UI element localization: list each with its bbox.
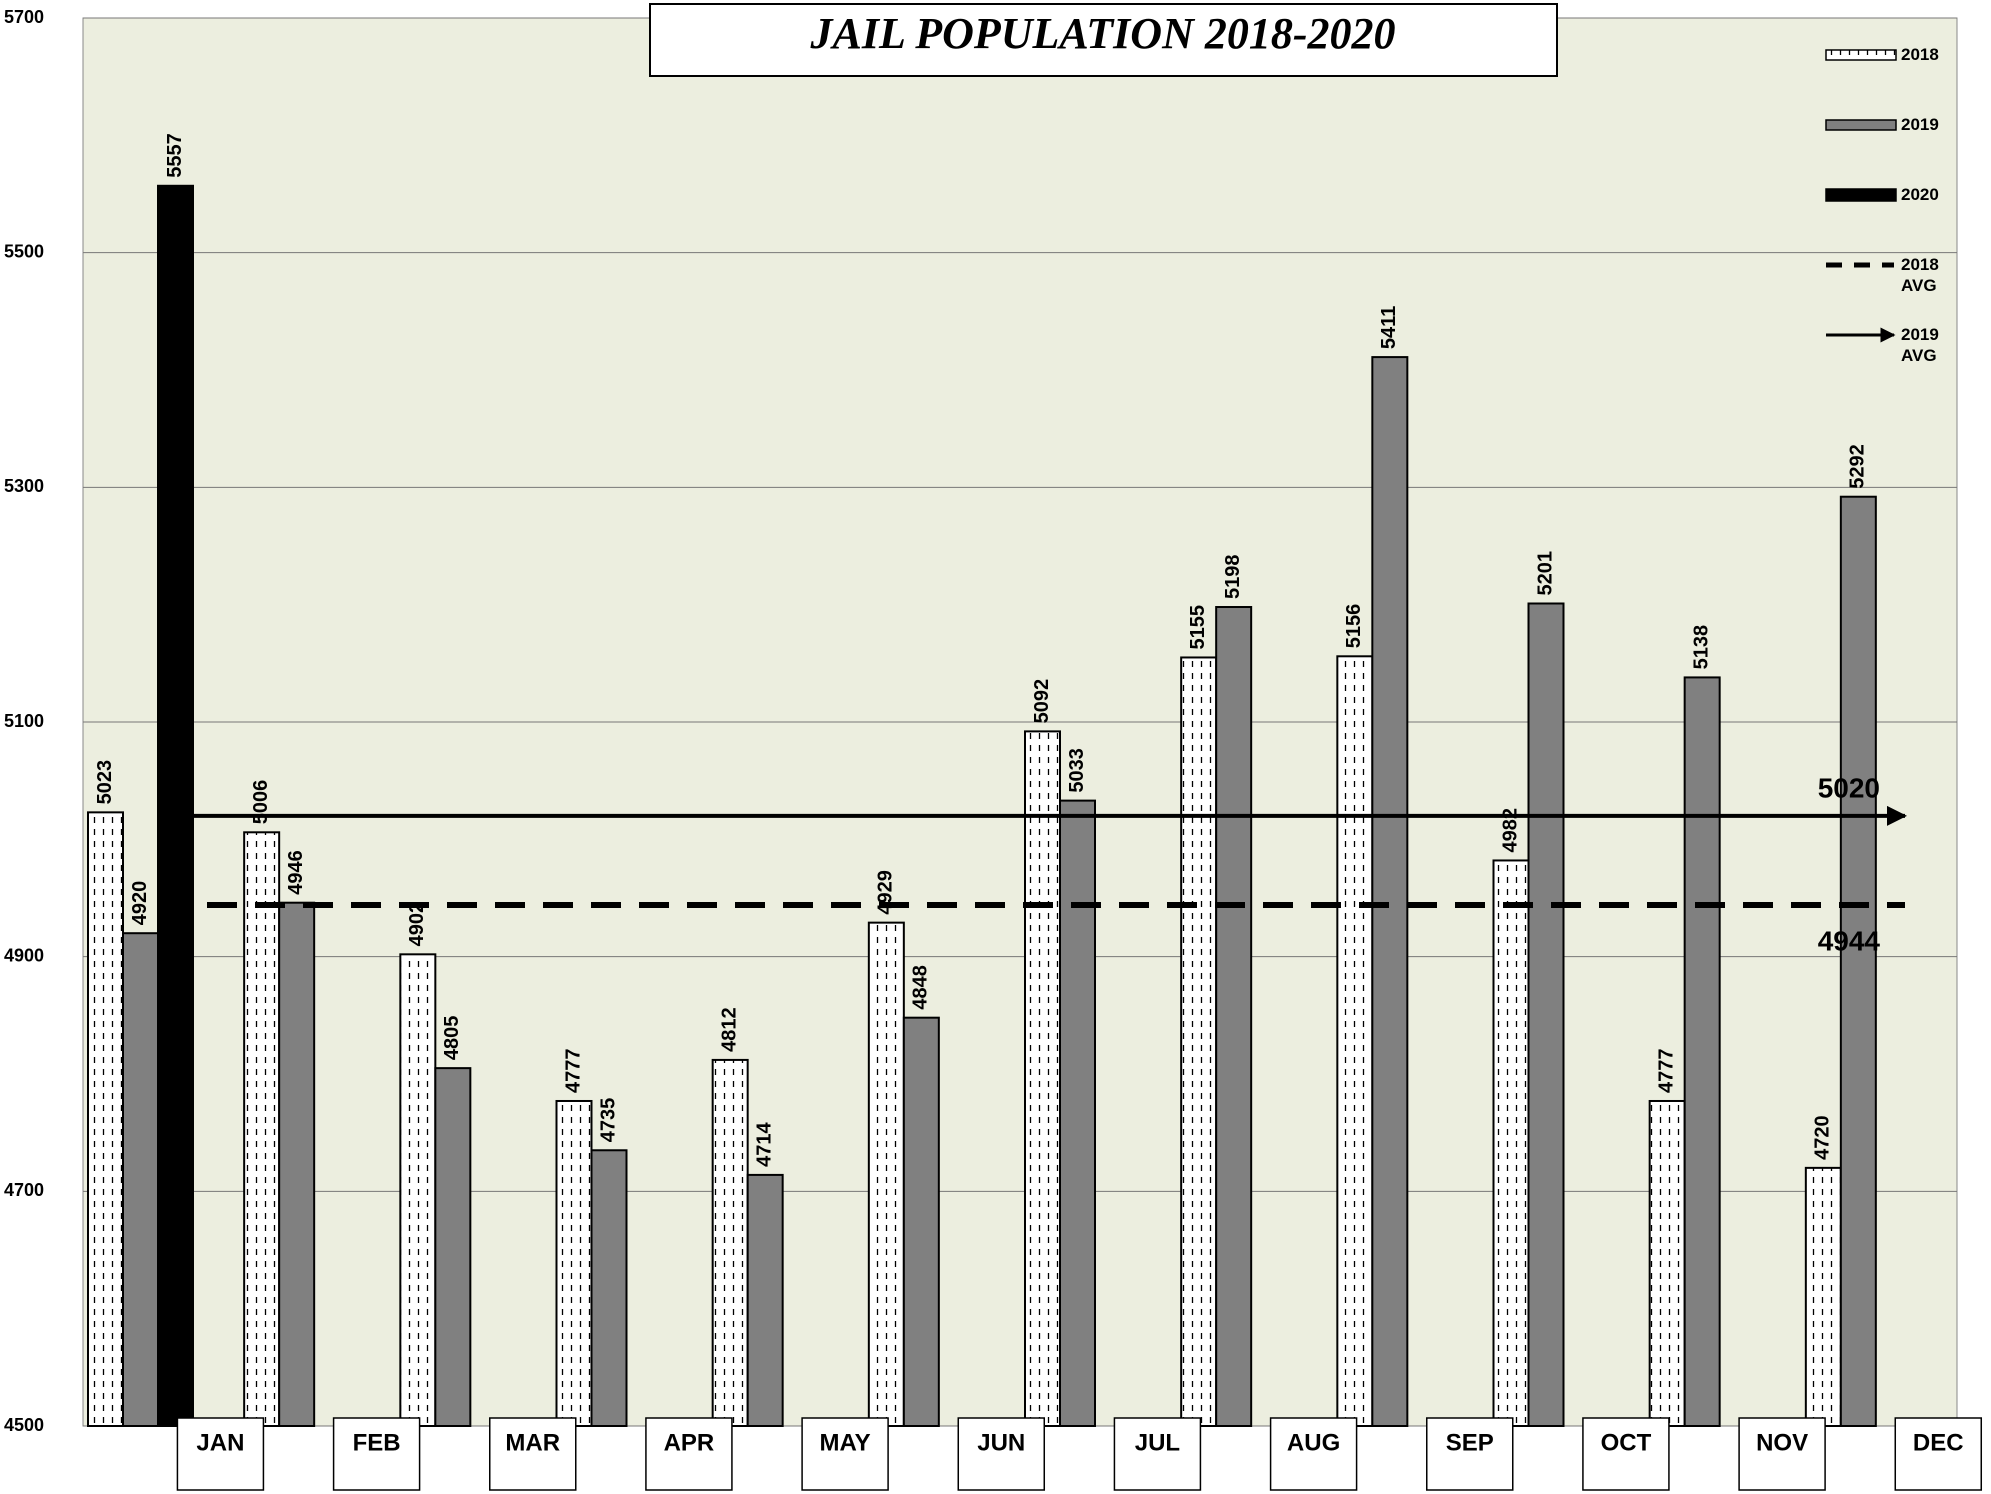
data-label: 4777 <box>562 1048 584 1093</box>
x-tick-label: JUN <box>977 1429 1025 1456</box>
x-tick-label: OCT <box>1601 1429 1652 1456</box>
category-box <box>1269 1417 1358 1491</box>
bar <box>590 1149 628 1428</box>
x-tick-label: SEP <box>1446 1429 1494 1456</box>
category-box <box>1894 1417 1983 1491</box>
data-label: 4946 <box>285 850 307 895</box>
bar <box>867 921 905 1427</box>
y-tick-label: 5500 <box>4 241 44 261</box>
legend-swatch <box>1825 188 1897 202</box>
average-label: 5020 <box>1818 772 1880 803</box>
bar <box>1059 799 1096 1427</box>
bar <box>1371 356 1409 1427</box>
category-box <box>1738 1417 1826 1491</box>
category-box <box>1113 1417 1202 1491</box>
legend-label: 2019 <box>1901 115 1939 134</box>
category-box <box>489 1417 577 1491</box>
y-tick-label: 5100 <box>4 711 44 731</box>
y-tick-label: 5700 <box>4 7 44 27</box>
bar <box>278 901 316 1427</box>
legend-swatch <box>1825 49 1897 61</box>
bar <box>902 1016 940 1427</box>
bar <box>1215 606 1253 1427</box>
bar <box>157 184 194 1428</box>
category-box <box>1426 1417 1514 1491</box>
chart-title: JAIL POPULATION 2018-2020 <box>809 9 1395 58</box>
data-label: 5033 <box>1066 748 1088 793</box>
bar <box>1683 676 1721 1427</box>
data-label: 4720 <box>1812 1115 1834 1160</box>
category-box <box>332 1417 421 1491</box>
bar <box>1839 495 1877 1428</box>
y-tick-label: 4900 <box>4 945 44 965</box>
category-box <box>801 1417 889 1491</box>
data-label: 4805 <box>441 1016 463 1061</box>
data-label: 4848 <box>910 965 932 1010</box>
data-label: 5023 <box>94 760 116 805</box>
data-label: 5292 <box>1847 444 1869 489</box>
data-label: 4735 <box>597 1098 619 1143</box>
data-label: 4902 <box>406 902 428 947</box>
y-tick-label: 5300 <box>4 476 44 496</box>
bar <box>399 953 437 1427</box>
data-label: 4982 <box>1499 808 1521 853</box>
bar <box>1180 656 1218 1427</box>
data-label: 4777 <box>1655 1048 1677 1093</box>
data-label: 5138 <box>1690 625 1712 670</box>
x-tick-label: APR <box>664 1429 715 1456</box>
legend-swatch <box>1825 119 1897 131</box>
bar <box>1804 1166 1842 1428</box>
category-box <box>645 1417 733 1491</box>
bar <box>1336 655 1374 1427</box>
data-label: 4714 <box>753 1122 775 1167</box>
x-tick-label: AUG <box>1287 1429 1340 1456</box>
bar <box>1024 730 1061 1427</box>
x-tick-label: DEC <box>1913 1429 1964 1456</box>
category-box <box>957 1417 1046 1491</box>
bar <box>1492 859 1530 1427</box>
x-tick-label: JAN <box>196 1429 244 1456</box>
bar <box>711 1058 749 1428</box>
bar <box>434 1067 472 1427</box>
data-label: 4920 <box>129 881 151 926</box>
bar <box>1648 1099 1686 1428</box>
bar <box>243 831 281 1427</box>
data-label: 4812 <box>718 1007 740 1052</box>
x-tick-label: FEB <box>353 1429 401 1456</box>
data-label: 5557 <box>164 133 186 178</box>
bar <box>87 811 124 1427</box>
data-label: 5198 <box>1222 555 1244 600</box>
bar <box>1527 602 1565 1427</box>
data-label: 5411 <box>1378 306 1400 349</box>
bar <box>746 1173 784 1427</box>
average-label: 4944 <box>1818 925 1881 956</box>
x-tick-label: MAR <box>505 1429 560 1456</box>
data-label: 5155 <box>1187 605 1209 650</box>
legend-label: 2018 AVG <box>1901 255 1939 295</box>
legend-label: 2019 AVG <box>1901 325 1939 365</box>
data-label: 5092 <box>1031 679 1053 724</box>
legend-label: 2018 <box>1901 45 1939 64</box>
bar <box>122 932 159 1427</box>
category-box <box>1582 1417 1670 1491</box>
title-box <box>649 3 1558 77</box>
x-tick-label: JUL <box>1135 1429 1180 1456</box>
data-label: 5006 <box>250 780 272 825</box>
data-label: 5156 <box>1343 604 1365 649</box>
y-tick-label: 4500 <box>4 1415 44 1435</box>
data-label: 5201 <box>1534 551 1556 596</box>
legend-label: 2020 <box>1901 185 1939 204</box>
category-box <box>176 1417 265 1491</box>
bar <box>555 1099 593 1428</box>
x-tick-label: NOV <box>1756 1429 1808 1456</box>
y-tick-label: 4700 <box>4 1180 44 1200</box>
x-tick-label: MAY <box>820 1429 871 1456</box>
